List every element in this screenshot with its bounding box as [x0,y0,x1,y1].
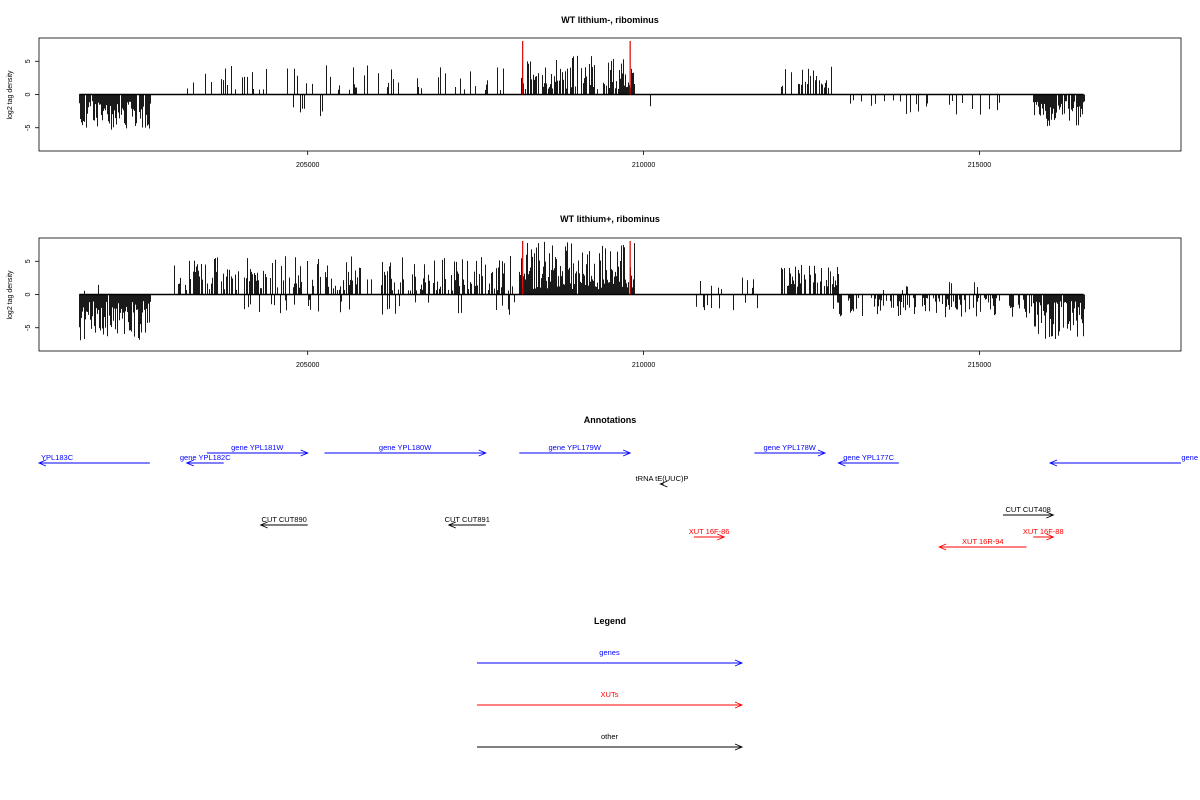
arrowhead [37,459,47,467]
feature-label: CUT CUT408 [1006,505,1051,514]
y-axis-label: log2 tag density [7,270,14,320]
annotation-gene: gene YPL179W [519,443,632,457]
annotation-gene: gene YPL178W [754,443,827,457]
feature-label: gene [1181,453,1198,462]
feature-label: YPL183C [41,453,74,462]
arrowhead [622,449,632,457]
bars [79,41,1085,130]
arrowhead [837,459,846,467]
bars [79,241,1085,341]
feature-label: XUT 16F-86 [689,527,730,536]
legend-label: other [601,732,619,741]
annotation-gene: gene YPL182C [180,453,231,467]
axes: -5 0 5 205000 210000 215000 [25,37,1182,169]
annotation-xut: XUT 16R-94 [938,537,1027,551]
annotations-title: Annotations [584,415,637,425]
annotation-gene: gene YPL181W [206,443,309,457]
feature-label: gene YPL182C [180,453,231,462]
x-tick-label: 210000 [632,362,655,369]
annotation-other: CUT CUT891 [445,515,490,529]
y-tick-label: 0 [25,92,32,96]
x-tick-label: 210000 [632,162,655,169]
panel-title: WT lithium-, ribominus [561,15,659,25]
feature-label: gene YPL181W [231,443,284,452]
feature-label: XUT 16F-88 [1023,527,1064,536]
y-tick-label: -5 [25,325,32,331]
y-tick-label: 5 [25,59,32,63]
x-tick-label: 205000 [296,362,319,369]
y-tick-label: -5 [25,125,32,131]
legend-item-xut: XUTs [477,690,744,709]
x-tick-label: 215000 [968,362,991,369]
annotation-other: CUT CUT408 [1002,505,1055,519]
arrowhead [185,459,194,467]
arrowhead [1048,459,1058,467]
feature-label: CUT CUT891 [445,515,490,524]
legend: Legend genes XUTs other [477,616,744,751]
arrowhead [817,449,827,457]
arrowhead [734,701,744,709]
arrowhead [1046,511,1055,519]
feature-label: gene YPL177C [843,453,894,462]
legend-item-gene: genes [477,648,744,667]
axes: -5 0 5 205000 210000 215000 [25,237,1182,369]
arrowhead [478,449,487,457]
density-panel-lithium-minus: WT lithium-, ribominus log2 tag density … [7,15,1182,169]
legend-title: Legend [594,616,626,626]
y-tick-label: 5 [25,259,32,263]
x-tick-label: 205000 [296,162,319,169]
annotation-xut: XUT 16F-86 [689,527,730,541]
feature-label: XUT 16R-94 [962,537,1004,546]
arrowhead [938,543,947,551]
feature-label: tRNA tE(UUC)P [636,474,689,483]
annotation-other: CUT CUT890 [259,515,308,529]
arrowhead [734,659,744,667]
arrowhead [447,521,456,529]
annotation-xut: XUT 16F-88 [1023,527,1064,541]
annotation-gene: YPL183C [37,453,150,467]
arrowhead [659,480,668,488]
feature-label: gene YPL179W [549,443,602,452]
arrowhead [300,449,309,457]
annotation-gene: gene YPL177C [837,453,899,467]
arrowhead [717,533,726,541]
feature-label: CUT CUT890 [262,515,307,524]
y-axis-label: log2 tag density [7,70,14,120]
annotation-other: tRNA tE(UUC)P [636,474,689,488]
annotation-gene: gene [1048,453,1198,467]
legend-label: XUTs [601,690,619,699]
legend-item-other: other [477,732,744,751]
feature-label: gene YPL178W [763,443,816,452]
arrowhead [734,743,744,751]
panel-title: WT lithium+, ribominus [560,214,660,224]
y-tick-label: 0 [25,292,32,296]
legend-label: genes [599,648,620,657]
density-panel-lithium-plus: WT lithium+, ribominus log2 tag density … [7,214,1182,369]
annotation-gene: gene YPL180W [324,443,487,457]
arrowhead [1046,533,1055,541]
x-tick-label: 215000 [968,162,991,169]
feature-label: gene YPL180W [379,443,432,452]
legend-items: genes XUTs other [477,648,744,751]
arrowhead [259,521,268,529]
